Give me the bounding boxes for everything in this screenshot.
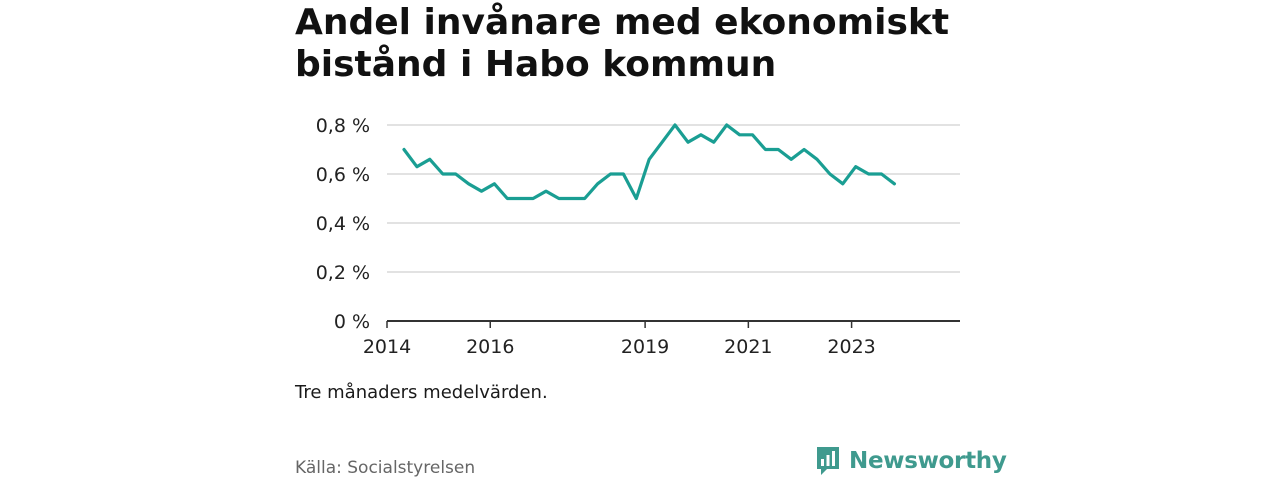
y-tick-label: 0 % — [334, 311, 370, 333]
chart-note: Tre månaders medelvärden. — [295, 382, 548, 403]
x-tick-label: 2016 — [466, 336, 514, 358]
y-axis-labels: 0 % 0,2 % 0,4 % 0,6 % 0,8 % — [316, 115, 370, 333]
x-tick-label: 2023 — [827, 336, 875, 358]
brand-logo[interactable]: Newsworthy — [815, 446, 1007, 476]
source-text: Källa: Socialstyrelsen — [295, 458, 476, 478]
y-tick-label: 0,4 % — [316, 213, 370, 235]
series-layer — [402, 123, 897, 201]
grid-lines — [387, 124, 960, 273]
x-tick-label: 2014 — [363, 336, 411, 358]
brand-name: Newsworthy — [849, 448, 1007, 474]
series-line — [402, 123, 897, 201]
chart-title: Andel invånare med ekonomiskt bistånd i … — [295, 2, 950, 85]
y-tick-label: 0,8 % — [316, 115, 370, 137]
newsworthy-logo-icon — [817, 447, 839, 475]
x-tick-label: 2019 — [621, 336, 669, 358]
y-tick-label: 0,6 % — [316, 164, 370, 186]
x-tick-label: 2021 — [724, 336, 772, 358]
x-axis: 2014 2016 2019 2021 2023 — [363, 320, 960, 358]
y-tick-label: 0,2 % — [316, 262, 370, 284]
